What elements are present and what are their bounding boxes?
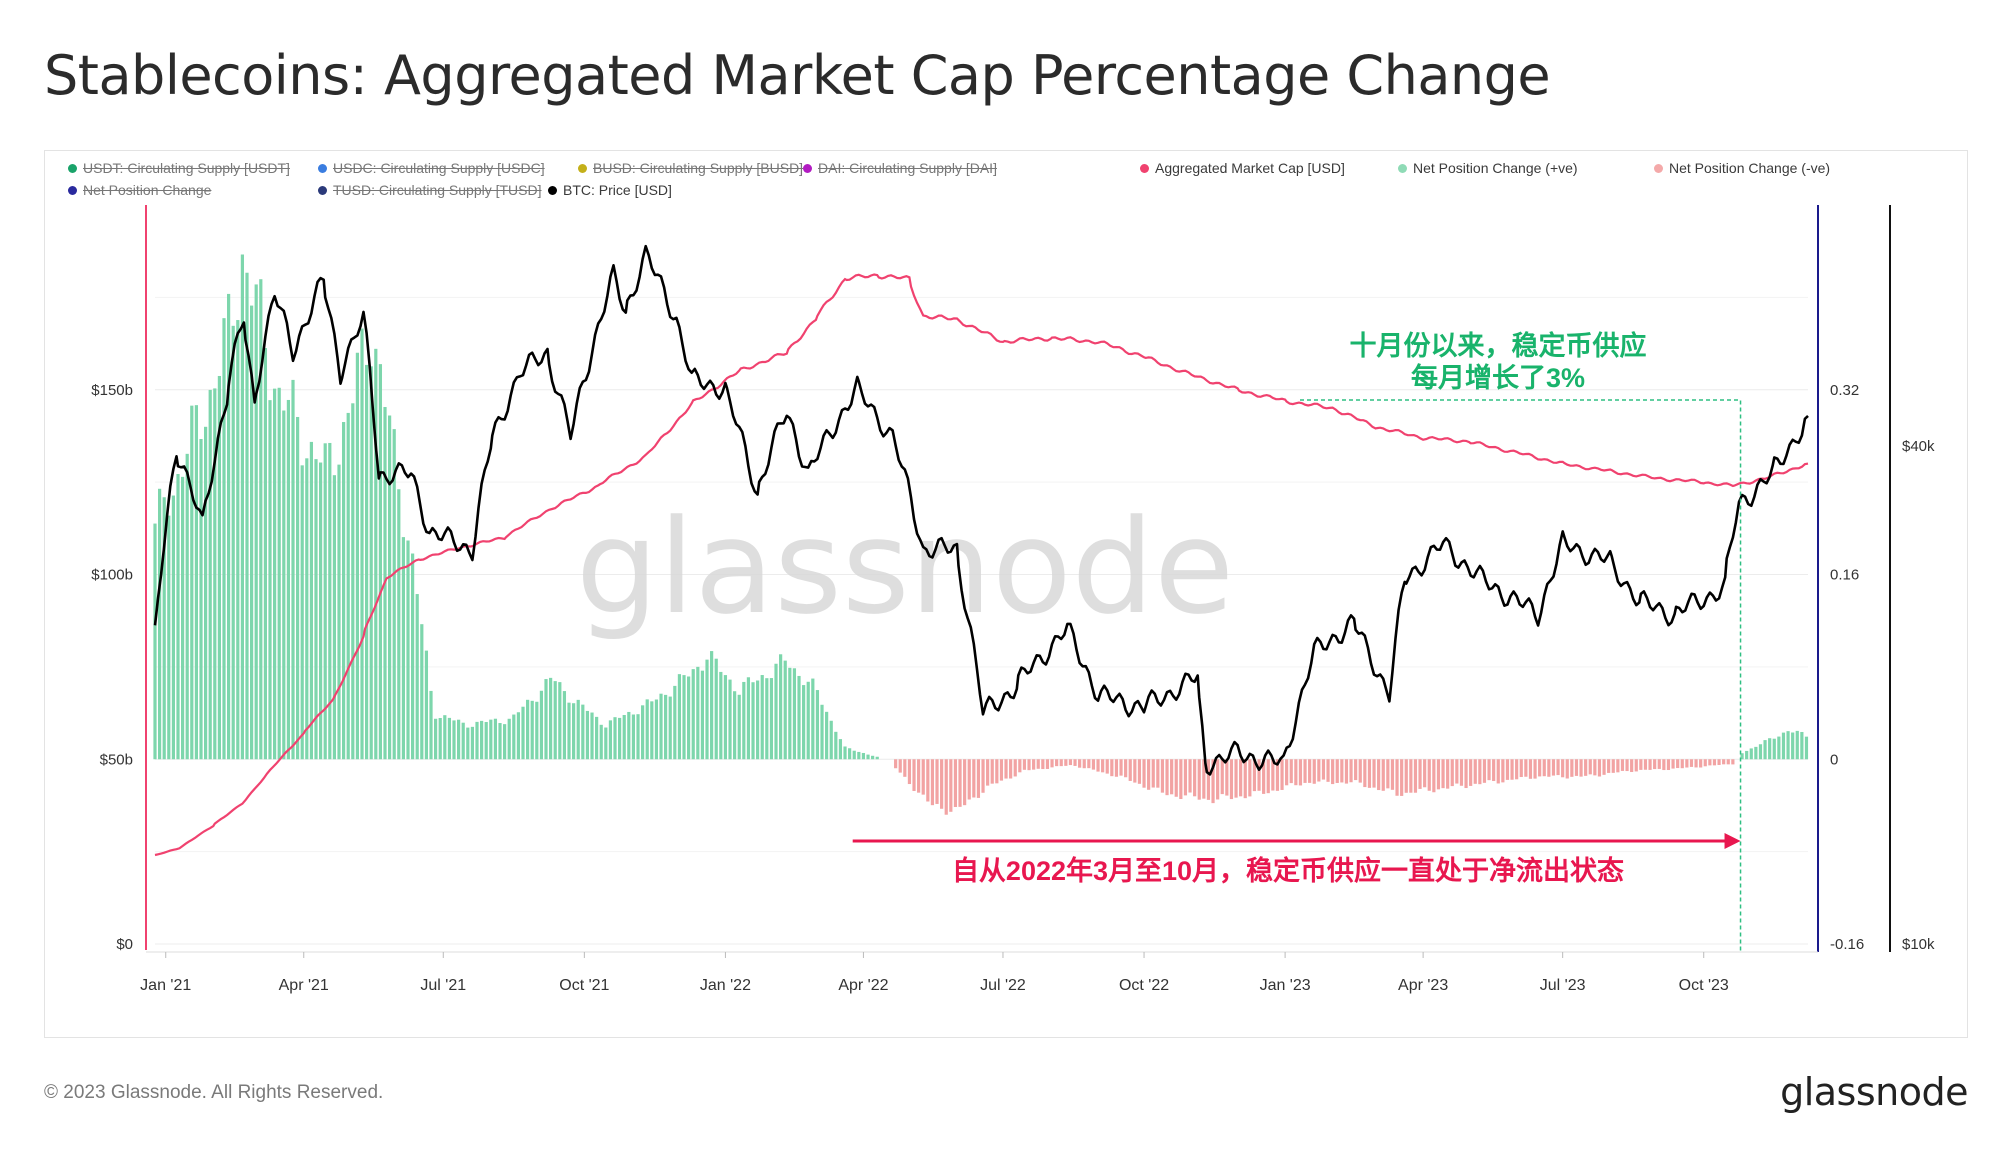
legend-dot-icon xyxy=(1140,163,1149,173)
legend-label: Aggregated Market Cap [USD] xyxy=(1155,160,1345,176)
chart-legend: USDT: Circulating Supply [USDT] USDC: Cir… xyxy=(68,160,1968,206)
legend-label: Net Position Change xyxy=(83,182,212,198)
legend-dot-icon xyxy=(68,185,77,195)
legend-label: TUSD: Circulating Supply [TUSD] xyxy=(333,182,542,198)
legend-item[interactable]: Net Position Change (+ve) xyxy=(1398,160,1578,176)
chart-frame xyxy=(44,150,1968,1038)
page-title: Stablecoins: Aggregated Market Cap Perce… xyxy=(44,44,1551,107)
legend-dot-icon xyxy=(318,163,327,173)
legend-dot-icon xyxy=(68,163,77,173)
legend-label: USDT: Circulating Supply [USDT] xyxy=(83,160,290,176)
legend-dot-icon xyxy=(548,185,557,195)
legend-item[interactable]: BTC: Price [USD] xyxy=(548,182,672,198)
legend-item[interactable]: USDC: Circulating Supply [USDC] xyxy=(318,160,545,176)
legend-label: USDC: Circulating Supply [USDC] xyxy=(333,160,545,176)
copyright: © 2023 Glassnode. All Rights Reserved. xyxy=(44,1082,384,1103)
legend-label: Net Position Change (-ve) xyxy=(1669,160,1831,176)
legend-item[interactable]: DAI: Circulating Supply [DAI] xyxy=(803,160,997,176)
legend-dot-icon xyxy=(318,185,327,195)
legend-label: BUSD: Circulating Supply [BUSD] xyxy=(593,160,804,176)
legend-item[interactable]: Net Position Change xyxy=(68,182,211,198)
legend-label: DAI: Circulating Supply [DAI] xyxy=(818,160,997,176)
legend-label: Net Position Change (+ve) xyxy=(1413,160,1578,176)
legend-dot-icon xyxy=(803,163,812,173)
legend-item[interactable]: Net Position Change (-ve) xyxy=(1654,160,1830,176)
legend-dot-icon xyxy=(578,163,587,173)
legend-dot-icon xyxy=(1654,163,1663,173)
legend-item[interactable]: USDT: Circulating Supply [USDT] xyxy=(68,160,290,176)
legend-item[interactable]: BUSD: Circulating Supply [BUSD] xyxy=(578,160,803,176)
legend-item[interactable]: Aggregated Market Cap [USD] xyxy=(1140,160,1345,176)
legend-item[interactable]: TUSD: Circulating Supply [TUSD] xyxy=(318,182,542,198)
brand-logo[interactable]: glassnode xyxy=(1780,1070,1968,1114)
legend-dot-icon xyxy=(1398,163,1407,173)
legend-label: BTC: Price [USD] xyxy=(563,182,672,198)
